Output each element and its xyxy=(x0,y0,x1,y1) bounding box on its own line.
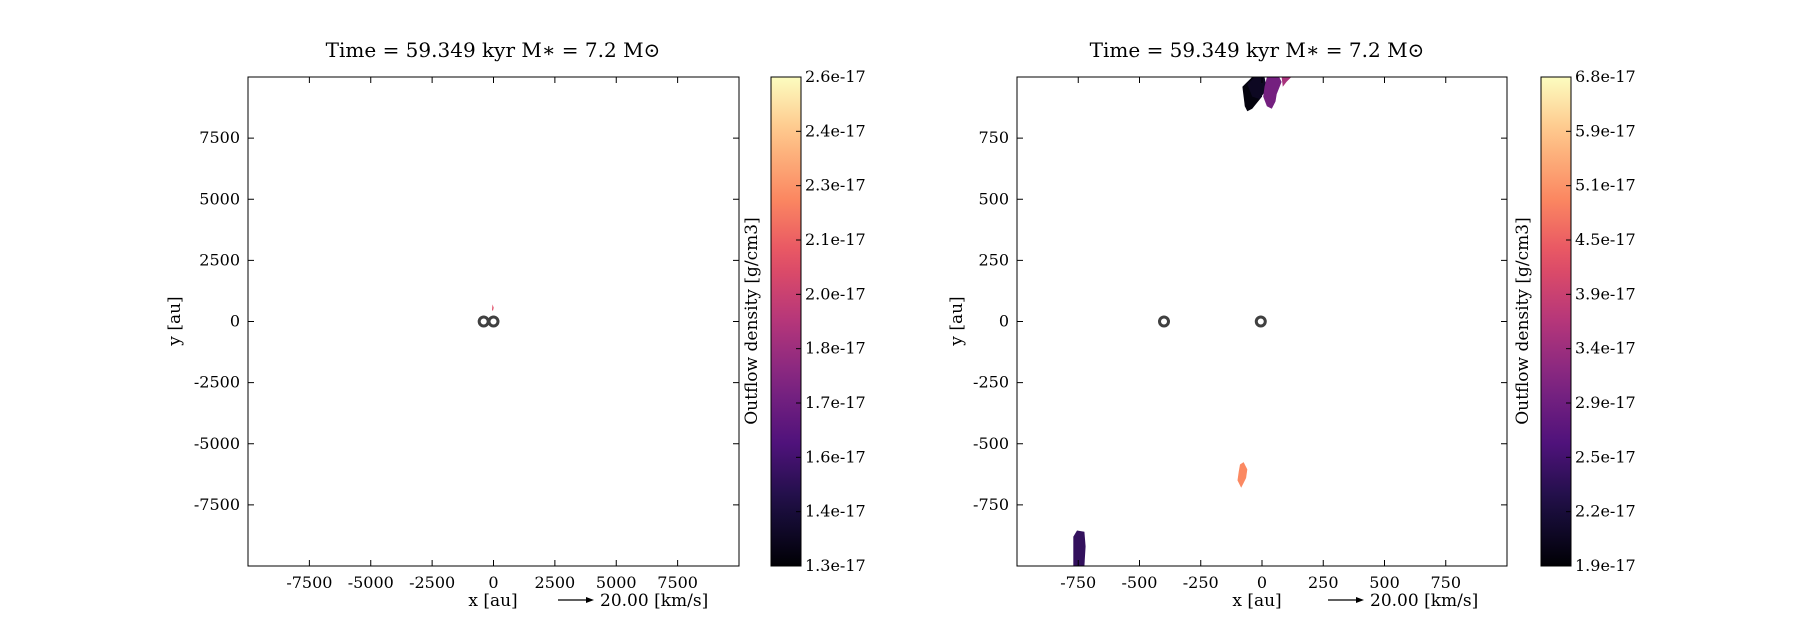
outflow-region-left-0 xyxy=(492,304,494,311)
x-tick-label-left-0: -7500 xyxy=(286,573,332,592)
x-tick-label-left-1: -5000 xyxy=(348,573,394,592)
y-axis-label-left: y [au] xyxy=(165,296,185,346)
colorbar-tick-label-left-2: 1.6e-17 xyxy=(805,447,866,466)
outflow-region-right-2 xyxy=(1263,77,1282,109)
panel-right: Time = 59.349 kyr M∗ = 7.2 M⊙ x [au] y [… xyxy=(947,38,1636,611)
x-tick-label-right-2: -250 xyxy=(1183,573,1219,592)
y-tick-label-right-0: -750 xyxy=(973,495,1009,514)
colorbar-label-left: Outflow density [g/cm3] xyxy=(742,217,762,424)
outflow-region-right-3 xyxy=(1281,77,1292,87)
y-tick-label-left-0: -7500 xyxy=(194,495,240,514)
colorbar-tick-label-right-4: 3.4e-17 xyxy=(1575,339,1636,358)
y-tick-label-right-1: -500 xyxy=(973,434,1009,453)
colorbar-tick-label-left-0: 1.3e-17 xyxy=(805,556,866,575)
colorbar-tick-label-left-8: 2.4e-17 xyxy=(805,121,866,140)
x-tick-label-right-0: -750 xyxy=(1060,573,1096,592)
colorbar-label-right: Outflow density [g/cm3] xyxy=(1513,217,1533,424)
x-tick-label-left-5: 5000 xyxy=(596,573,637,592)
vector-key-arrowhead-left xyxy=(586,597,594,603)
colorbar-tick-label-left-1: 1.4e-17 xyxy=(805,502,866,521)
y-axis-label-right: y [au] xyxy=(947,296,967,346)
star-marker-left-1 xyxy=(487,315,500,328)
colorbar-left xyxy=(770,76,802,567)
plot-area-left xyxy=(477,304,500,328)
x-tick-label-right-1: -500 xyxy=(1122,573,1158,592)
colorbar-tick-label-left-5: 2.0e-17 xyxy=(805,284,866,303)
y-tick-label-right-6: 750 xyxy=(978,128,1009,147)
star-marker-left-0 xyxy=(477,315,490,328)
x-tick-label-left-4: 2500 xyxy=(535,573,576,592)
y-tick-label-left-2: -2500 xyxy=(194,373,240,392)
y-tick-label-right-2: -250 xyxy=(973,373,1009,392)
y-tick-label-right-4: 250 xyxy=(978,250,1009,269)
colorbar-tick-label-right-8: 5.9e-17 xyxy=(1575,121,1636,140)
chart-title-left: Time = 59.349 kyr M∗ = 7.2 M⊙ xyxy=(326,38,661,62)
colorbar-tick-label-right-1: 2.2e-17 xyxy=(1575,502,1636,521)
colorbar-tick-label-right-6: 4.5e-17 xyxy=(1575,230,1636,249)
colorbar-tick-label-right-0: 1.9e-17 xyxy=(1575,556,1636,575)
colorbar-tick-label-left-3: 1.7e-17 xyxy=(805,393,866,412)
colorbar-tick-label-right-2: 2.5e-17 xyxy=(1575,447,1636,466)
vector-key-label-left: 20.00 [km/s] xyxy=(600,591,708,611)
y-tick-label-left-6: 7500 xyxy=(199,128,240,147)
y-tick-label-left-4: 2500 xyxy=(199,250,240,269)
x-axis-label-left: x [au] xyxy=(468,591,517,611)
colorbar-tick-label-left-4: 1.8e-17 xyxy=(805,339,866,358)
colorbar-tick-label-right-9: 6.8e-17 xyxy=(1575,67,1636,86)
y-tick-label-right-5: 500 xyxy=(978,189,1009,208)
y-tick-label-left-3: 0 xyxy=(230,312,240,331)
vector-key-arrowhead-right xyxy=(1356,597,1364,603)
plot-frame-right xyxy=(1016,76,1508,567)
x-tick-label-right-3: 0 xyxy=(1257,573,1267,592)
colorbar-tick-label-left-7: 2.3e-17 xyxy=(805,176,866,195)
outflow-region-right-4 xyxy=(1237,462,1248,488)
colorbar-right xyxy=(1540,76,1572,567)
y-tick-label-left-1: -5000 xyxy=(194,434,240,453)
outflow-region-right-5 xyxy=(1073,530,1086,566)
colorbar-tick-label-right-3: 2.9e-17 xyxy=(1575,393,1636,412)
x-tick-label-right-4: 250 xyxy=(1308,573,1339,592)
plot-area-right xyxy=(1073,77,1292,566)
x-tick-label-left-2: -2500 xyxy=(409,573,455,592)
y-tick-label-left-5: 5000 xyxy=(199,189,240,208)
panel-left: Time = 59.349 kyr M∗ = 7.2 M⊙ x [au] y [… xyxy=(165,38,866,611)
chart-title-right: Time = 59.349 kyr M∗ = 7.2 M⊙ xyxy=(1090,38,1425,62)
x-tick-label-left-6: 7500 xyxy=(657,573,698,592)
x-axis-label-right: x [au] xyxy=(1232,591,1281,611)
colorbar-tick-label-left-9: 2.6e-17 xyxy=(805,67,866,86)
x-tick-label-right-6: 750 xyxy=(1430,573,1461,592)
y-tick-label-right-3: 0 xyxy=(999,312,1009,331)
colorbar-tick-label-right-5: 3.9e-17 xyxy=(1575,284,1636,303)
star-marker-right-0 xyxy=(1158,315,1170,328)
colorbar-tick-label-right-7: 5.1e-17 xyxy=(1575,176,1636,195)
x-tick-label-left-3: 0 xyxy=(488,573,498,592)
star-marker-right-1 xyxy=(1254,315,1267,328)
colorbar-tick-label-left-6: 2.1e-17 xyxy=(805,230,866,249)
vector-key-label-right: 20.00 [km/s] xyxy=(1370,591,1478,611)
x-tick-label-right-5: 500 xyxy=(1369,573,1400,592)
plot-frame-left xyxy=(247,76,740,567)
